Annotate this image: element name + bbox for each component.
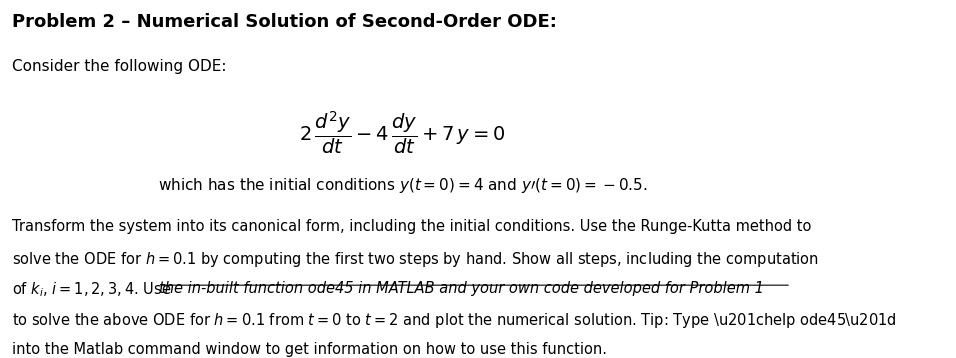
Text: the in-built function ode45 in MATLAB and your own code developed for Problem 1: the in-built function ode45 in MATLAB an…: [160, 281, 765, 296]
Text: Transform the system into its canonical form, including the initial conditions. : Transform the system into its canonical …: [12, 219, 812, 234]
Text: solve the ODE for $h = 0.1$ by computing the first two steps by hand. Show all s: solve the ODE for $h = 0.1$ by computing…: [12, 250, 819, 269]
Text: which has the initial conditions $y(t = 0) = 4$ and $y\prime(t = 0) = -0.5$.: which has the initial conditions $y(t = …: [158, 176, 647, 195]
Text: $2\,\dfrac{d^2y}{dt} - 4\,\dfrac{dy}{dt} + 7\,y = 0$: $2\,\dfrac{d^2y}{dt} - 4\,\dfrac{dy}{dt}…: [299, 108, 506, 156]
Text: Problem 2 – Numerical Solution of Second-Order ODE:: Problem 2 – Numerical Solution of Second…: [12, 13, 557, 32]
Text: Consider the following ODE:: Consider the following ODE:: [12, 59, 227, 74]
Text: of $k_i$, $i = 1, 2, 3, 4$. Use: of $k_i$, $i = 1, 2, 3, 4$. Use: [12, 281, 172, 299]
Text: to solve the above ODE for $h = 0.1$ from $t = 0$ to $t = 2$ and plot the numeri: to solve the above ODE for $h = 0.1$ fro…: [12, 311, 897, 330]
Text: into the Matlab command window to get information on how to use this function.: into the Matlab command window to get in…: [12, 342, 607, 357]
